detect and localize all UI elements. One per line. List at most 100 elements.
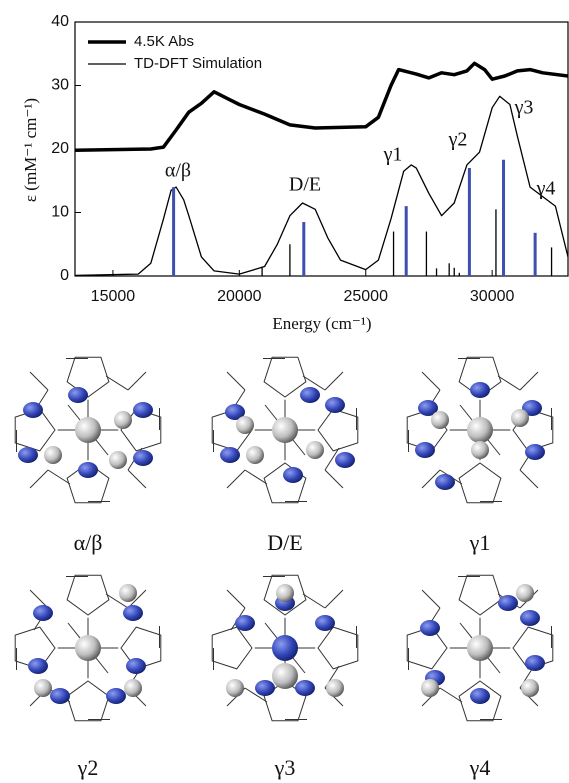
x-axis-label: Energy (cm⁻¹): [272, 314, 371, 333]
bond: [302, 375, 326, 391]
bond: [421, 589, 441, 609]
ring: [458, 356, 502, 398]
bond: [29, 469, 49, 489]
lobe-blue: [315, 615, 335, 631]
ring: [263, 574, 307, 616]
lobe-blue: [255, 680, 275, 696]
lobe-blue: [18, 447, 38, 463]
lobe-gray: [306, 441, 324, 459]
lobe-gray: [44, 446, 62, 464]
lobe-blue: [435, 474, 455, 490]
x-tick-label: 15000: [91, 288, 136, 305]
lobe-blue: [520, 610, 540, 626]
lobe-gray: [511, 409, 529, 427]
bond: [439, 687, 463, 703]
bond: [421, 371, 441, 391]
orbital: [14, 574, 162, 722]
bond: [519, 371, 539, 391]
ring: [458, 574, 502, 616]
peak-label: γ2: [448, 129, 468, 151]
x-tick-label: 25000: [343, 288, 388, 305]
lobe-gray: [34, 679, 52, 697]
lobe-blue: [68, 387, 88, 403]
ring: [263, 356, 307, 398]
ring: [66, 356, 110, 398]
y-tick-label: 20: [51, 140, 69, 157]
peak-label: α/β: [165, 160, 191, 182]
lobe-blue: [133, 402, 153, 418]
lobe-gray: [521, 679, 539, 697]
lobe-blue: [272, 635, 298, 661]
lobe-gray: [246, 446, 264, 464]
orbital-label: γ2: [77, 755, 99, 780]
lobe-blue: [525, 655, 545, 671]
ring: [317, 408, 359, 452]
series-line: [75, 61, 568, 153]
orbital: [211, 356, 359, 504]
lobe-blue: [525, 444, 545, 460]
lobe-gray: [109, 451, 127, 469]
orbital: [406, 574, 554, 722]
lobe-gray: [124, 679, 142, 697]
peak-label: γ1: [383, 144, 403, 166]
legend-label: 4.5K Abs: [134, 33, 194, 50]
lobe-blue: [420, 620, 440, 636]
orbital: [14, 356, 162, 504]
bond: [324, 371, 344, 391]
lobe-blue: [470, 382, 490, 398]
lobe-blue: [23, 402, 43, 418]
y-tick-label: 40: [51, 13, 69, 30]
lobe-gray: [421, 679, 439, 697]
lobe-blue: [335, 452, 355, 468]
lobe-blue: [225, 404, 245, 420]
bond: [244, 469, 268, 485]
bond: [47, 469, 71, 485]
lobe-blue: [133, 450, 153, 466]
lobe-blue: [470, 688, 490, 704]
plot: 0 10 20 30 40 15000 20000 25000 30000 4.5K Abs TD-…: [51, 13, 569, 305]
ring: [317, 626, 359, 670]
lobe-blue: [283, 467, 303, 483]
lobe-blue: [78, 462, 98, 478]
lobe-gray: [431, 411, 449, 429]
lobe-gray: [114, 411, 132, 429]
lobe-blue: [498, 595, 518, 611]
bond: [324, 589, 344, 609]
lobe-gray: [467, 417, 493, 443]
legend-label: TD-DFT Simulation: [134, 55, 262, 72]
lobe-blue: [33, 605, 53, 621]
bond: [105, 375, 129, 391]
lobe-blue: [295, 680, 315, 696]
lobe-blue: [28, 658, 48, 674]
bond: [421, 469, 441, 489]
orbital-label: γ1: [469, 530, 491, 555]
orbitals: α/β D/E γ1 γ2 γ3 γ4: [14, 356, 554, 780]
ring: [211, 626, 253, 670]
lobe-gray: [516, 584, 534, 602]
bond: [324, 447, 340, 471]
lobe-gray: [75, 417, 101, 443]
bond: [127, 469, 147, 489]
bond: [105, 593, 129, 609]
orbital-label: γ3: [274, 755, 296, 780]
ring: [263, 462, 307, 504]
x-tick-label: 20000: [217, 288, 262, 305]
lobe-blue: [522, 400, 542, 416]
lobe-blue: [418, 400, 438, 416]
bond: [302, 593, 326, 609]
bond: [244, 687, 268, 703]
lobe-gray: [75, 635, 101, 661]
lobe-blue: [415, 442, 435, 458]
ring: [458, 462, 502, 504]
lobe-gray: [272, 663, 298, 689]
y-tick-label: 30: [51, 77, 69, 94]
lobe-gray: [226, 679, 244, 697]
lobe-blue: [50, 688, 70, 704]
ring: [458, 680, 502, 722]
ring: [66, 574, 110, 616]
bond: [519, 469, 539, 489]
lobe-gray: [326, 679, 344, 697]
y-tick-label: 0: [60, 267, 69, 284]
bond: [127, 589, 147, 609]
